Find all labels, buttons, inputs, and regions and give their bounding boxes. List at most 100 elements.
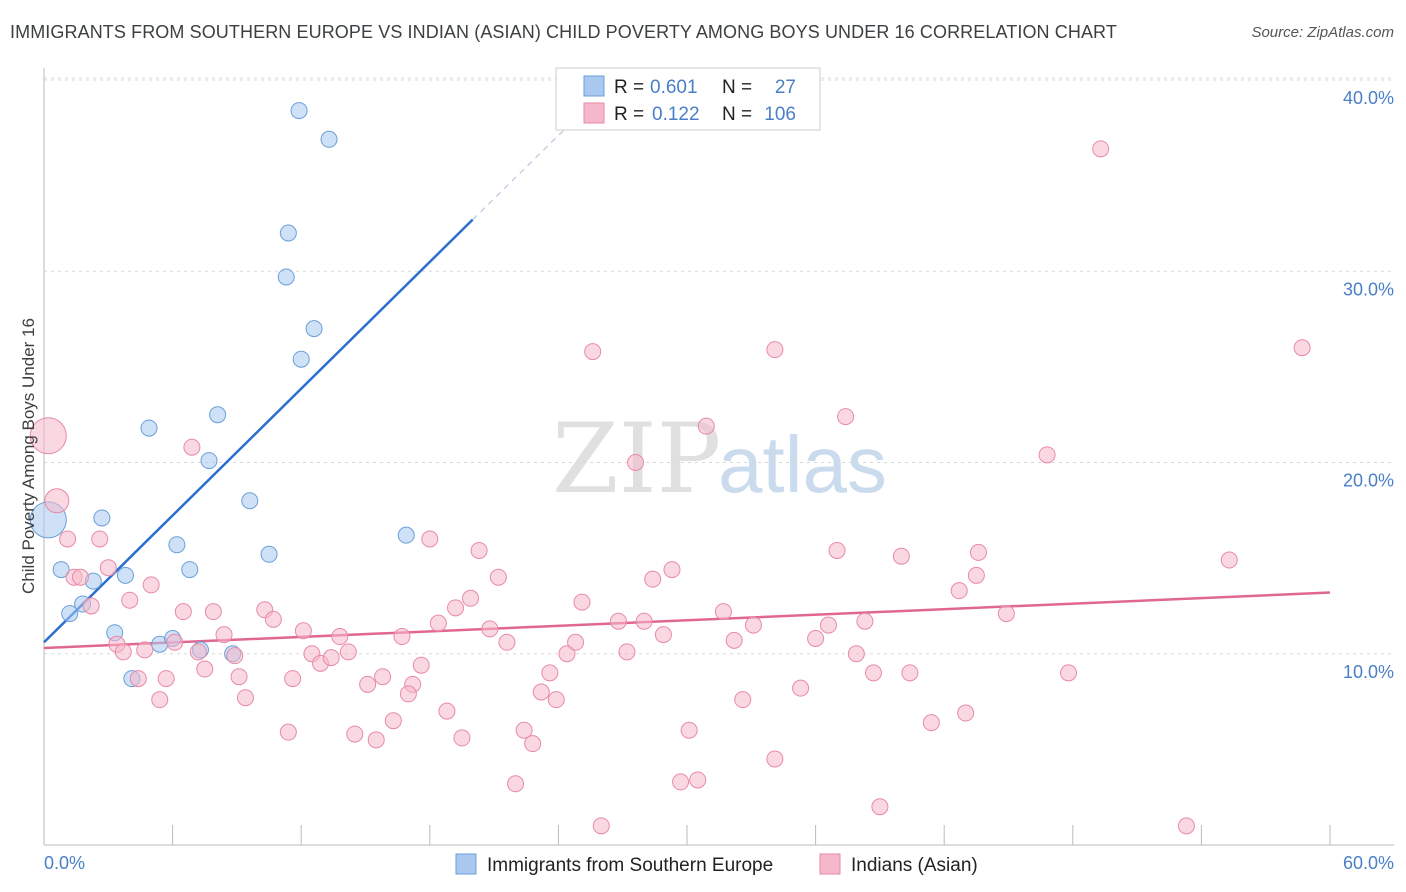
trend-lines <box>43 113 1331 650</box>
pink-point <box>393 628 411 646</box>
pink-point <box>367 731 385 749</box>
pink-point <box>44 488 70 514</box>
pink-point <box>284 670 302 688</box>
pink-point <box>447 599 465 617</box>
pink-point <box>744 616 762 634</box>
bottom-legend-swatch-blue <box>455 853 477 875</box>
legend-r-value-2: 0.122 <box>652 104 700 125</box>
pink-point <box>166 633 184 651</box>
pink-point <box>399 685 417 703</box>
bottom-legend-swatch-pink <box>819 853 841 875</box>
pink-point <box>689 771 707 789</box>
blue-point <box>277 268 295 286</box>
gridlines <box>44 77 1394 655</box>
pink-point <box>346 725 364 743</box>
pink-point <box>847 645 865 663</box>
pink-point <box>129 670 147 688</box>
pink-point <box>71 568 89 586</box>
pink-point <box>331 628 349 646</box>
pink-point <box>226 647 244 665</box>
legend-r-label-2: R = <box>614 104 644 125</box>
pink-point <box>892 547 910 565</box>
x-tick-label-max: 60.0% <box>1343 853 1394 873</box>
pink-point <box>489 568 507 586</box>
blue-point <box>305 320 323 338</box>
pink-point <box>819 616 837 634</box>
pink-point <box>524 735 542 753</box>
pink-point <box>1038 446 1056 464</box>
pink-point <box>592 817 610 835</box>
pink-point <box>230 668 248 686</box>
series-legend: Immigrants from Southern Europe Indians … <box>455 853 978 876</box>
bottom-legend-label-1: Immigrants from Southern Europe <box>487 855 773 876</box>
pink-point <box>515 721 533 739</box>
pink-point <box>766 750 784 768</box>
pink-point <box>828 541 846 559</box>
pink-point <box>99 559 117 577</box>
pink-point <box>1293 339 1311 357</box>
chart-title: IMMIGRANTS FROM SOUTHERN EUROPE VS INDIA… <box>10 22 1117 42</box>
blue-point <box>397 526 415 544</box>
pink-point <box>151 691 169 709</box>
y-tick-label: 10.0% <box>1343 662 1394 682</box>
axes <box>43 68 1394 846</box>
pink-point <box>792 679 810 697</box>
blue-point <box>93 509 111 527</box>
pink-point <box>541 664 559 682</box>
pink-point <box>236 689 254 707</box>
blue-point <box>200 452 218 470</box>
pink-point <box>507 775 525 793</box>
pink-trend-line <box>43 591 1331 650</box>
legend-r-value-1: 0.601 <box>650 77 698 98</box>
pink-point <box>725 631 743 649</box>
y-axis-label: Child Poverty Among Boys Under 16 <box>19 318 38 594</box>
pink-point <box>204 603 222 621</box>
blue-point <box>209 406 227 424</box>
correlation-legend: R = 0.601 N = 27 R = 0.122 N = 106 <box>555 67 821 131</box>
pink-point <box>567 633 585 651</box>
pink-point <box>59 530 77 548</box>
pink-point <box>573 593 591 611</box>
blue-point <box>241 492 259 510</box>
pink-point <box>856 612 874 630</box>
blue-point <box>290 102 308 120</box>
pink-point <box>1177 817 1195 835</box>
pink-point <box>136 641 154 659</box>
pink-point <box>967 566 985 584</box>
y-tick-label: 40.0% <box>1343 88 1394 108</box>
pink-point <box>374 668 392 686</box>
legend-swatch-pink <box>583 102 605 124</box>
pink-point <box>279 723 297 741</box>
pink-point <box>82 597 100 615</box>
blue-point <box>292 350 310 368</box>
pink-point <box>766 341 784 359</box>
pink-point <box>957 704 975 722</box>
pink-point <box>359 675 377 693</box>
legend-r-label-1: R = <box>614 77 644 98</box>
x-tick-label-min: 0.0% <box>44 853 85 873</box>
pink-point <box>470 541 488 559</box>
pink-point <box>196 660 214 678</box>
pink-point <box>871 798 889 816</box>
legend-n-value-1: 27 <box>775 77 796 98</box>
pink-point <box>644 570 662 588</box>
pink-point <box>339 643 357 661</box>
blue-point <box>181 561 199 579</box>
pink-point <box>142 576 160 594</box>
y-tick-labels: 10.0% 20.0% 30.0% 40.0% <box>1343 88 1394 682</box>
pink-point <box>438 702 456 720</box>
pink-point <box>1220 551 1238 569</box>
pink-point <box>183 438 201 456</box>
pink-point <box>635 612 653 630</box>
pink-point <box>453 729 471 747</box>
pink-point <box>114 643 132 661</box>
legend-n-label-1: N = <box>722 77 752 98</box>
pink-point <box>672 773 690 791</box>
pink-point <box>384 712 402 730</box>
pink-point <box>215 626 233 644</box>
pink-point <box>627 454 645 471</box>
blue-point <box>116 566 134 584</box>
blue-point <box>279 224 297 242</box>
pink-point <box>421 530 439 548</box>
